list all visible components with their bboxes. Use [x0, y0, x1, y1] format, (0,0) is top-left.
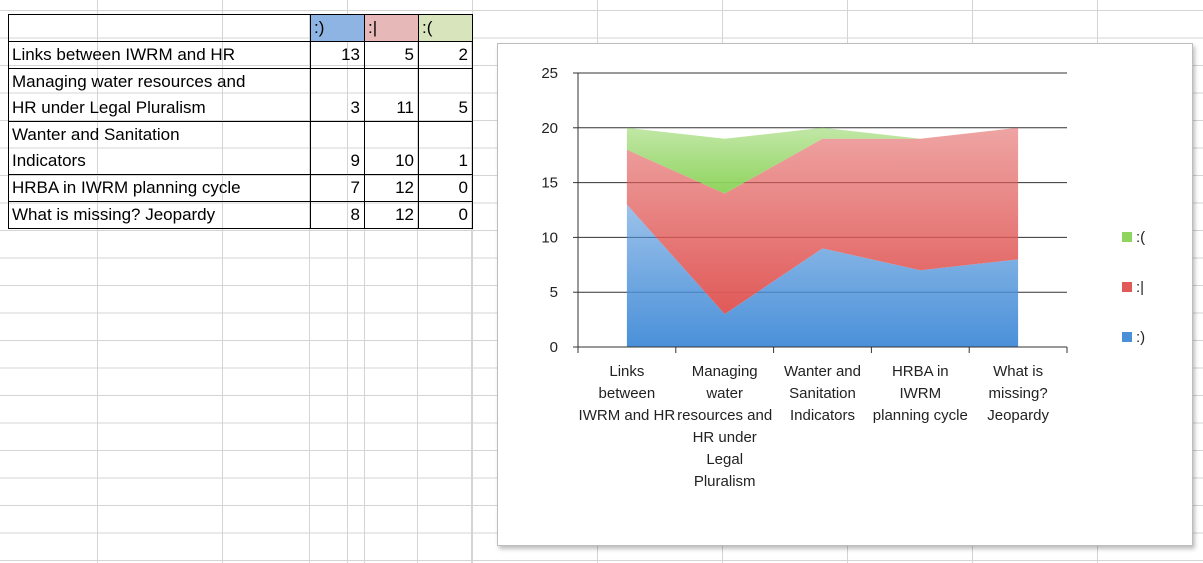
row-label-line: HR under Legal Pluralism: [12, 98, 206, 117]
value-cell[interactable]: 0: [418, 201, 473, 229]
value-cell[interactable]: 5: [364, 41, 419, 69]
header-blank-cell[interactable]: [8, 14, 311, 42]
stacked-area-chart: 0 5 10 15 20 25 Links between IWRM and HR Managin…: [541, 65, 1145, 490]
row-label-line: HRBA in IWRM planning cycle: [12, 178, 241, 197]
y-tick-label: 15: [541, 175, 558, 192]
area-series-1: [626, 204, 1019, 347]
legend-label: :|: [1136, 279, 1144, 296]
value-cell[interactable]: 7: [310, 174, 365, 202]
area-series-3: [626, 127, 1019, 194]
x-category-label: Managing: [692, 363, 758, 380]
header-sad-cell[interactable]: :(: [418, 14, 473, 42]
legend-label: :): [1136, 329, 1145, 346]
x-category-label: planning cycle: [873, 407, 968, 424]
value-cell[interactable]: 8: [310, 201, 365, 229]
y-tick-label: 25: [541, 65, 558, 82]
x-category-label: IWRM and HR: [579, 407, 676, 424]
row-label-cell[interactable]: HRBA in IWRM planning cycle: [8, 174, 311, 202]
legend-swatch: [1122, 232, 1132, 242]
x-category-label: resources and: [677, 407, 772, 424]
x-category-label: Wanter and: [784, 363, 861, 380]
row-label-line: What is missing? Jeopardy: [12, 205, 216, 224]
x-category-label: HRBA in: [892, 363, 949, 380]
grid-column-line: [364, 14, 365, 563]
table-row: HRBA in IWRM planning cycle 7 12 0: [8, 174, 473, 202]
table-row: What is missing? Jeopardy 8 12 0: [8, 201, 473, 229]
x-category-label: IWRM: [899, 385, 941, 402]
value-cell[interactable]: 2: [418, 41, 473, 69]
y-tick-label: 0: [550, 339, 558, 356]
header-neutral-cell[interactable]: :|: [364, 14, 419, 42]
x-category-label: HR under: [693, 429, 757, 446]
value-cell[interactable]: 1: [418, 121, 473, 175]
value-cell[interactable]: 12: [364, 201, 419, 229]
table-row: Managing water resources and HR under Leg…: [8, 68, 473, 122]
y-tick-label: 20: [541, 120, 558, 137]
legend-label: :(: [1136, 229, 1145, 246]
x-category-label: What is: [993, 363, 1043, 380]
row-label-cell[interactable]: Links between IWRM and HR: [8, 41, 311, 69]
x-category-label: water: [705, 385, 743, 402]
row-label-line: Indicators: [12, 151, 86, 170]
row-label-cell[interactable]: What is missing? Jeopardy: [8, 201, 311, 229]
row-label-line: Links between IWRM and HR: [12, 45, 235, 64]
legend-swatch: [1122, 282, 1132, 292]
x-category-label: Sanitation: [789, 385, 856, 402]
grid-column-line: [309, 14, 310, 563]
value-cell[interactable]: 11: [364, 68, 419, 122]
x-category-label: between: [599, 385, 656, 402]
value-cell[interactable]: 5: [418, 68, 473, 122]
x-category-label: Legal: [706, 451, 743, 468]
table-row: Links between IWRM and HR 13 5 2: [8, 41, 473, 69]
value-cell[interactable]: 12: [364, 174, 419, 202]
y-tick-label: 5: [550, 284, 558, 301]
row-label-line: Wanter and Sanitation: [12, 125, 180, 144]
area-series-2: [626, 127, 1019, 315]
value-cell[interactable]: 9: [310, 121, 365, 175]
table-header-row: :) :| :(: [8, 14, 473, 42]
row-label-line: Managing water resources and: [12, 72, 246, 91]
y-tick-label: 10: [541, 229, 558, 246]
row-label-cell[interactable]: Managing water resources and HR under Leg…: [8, 68, 311, 122]
x-category-label: Links: [609, 363, 644, 380]
grid-column-line: [417, 14, 418, 563]
x-category-label: Jeopardy: [987, 407, 1049, 424]
header-happy-cell[interactable]: :): [310, 14, 365, 42]
grid-column-line: [471, 14, 472, 563]
x-category-label: Indicators: [790, 407, 855, 424]
chart-object[interactable]: 0 5 10 15 20 25 Links between IWRM and HR Managin…: [497, 43, 1193, 546]
value-cell[interactable]: 3: [310, 68, 365, 122]
value-cell[interactable]: 10: [364, 121, 419, 175]
table-row: Wanter and Sanitation Indicators 9 10 1: [8, 121, 473, 175]
x-category-label: Pluralism: [694, 473, 756, 490]
value-cell[interactable]: 0: [418, 174, 473, 202]
legend-swatch: [1122, 332, 1132, 342]
x-category-label: missing?: [989, 385, 1048, 402]
value-cell[interactable]: 13: [310, 41, 365, 69]
row-label-cell[interactable]: Wanter and Sanitation Indicators: [8, 121, 311, 175]
data-table: :) :| :( Links between IWRM and HR 13 5 …: [8, 14, 473, 229]
